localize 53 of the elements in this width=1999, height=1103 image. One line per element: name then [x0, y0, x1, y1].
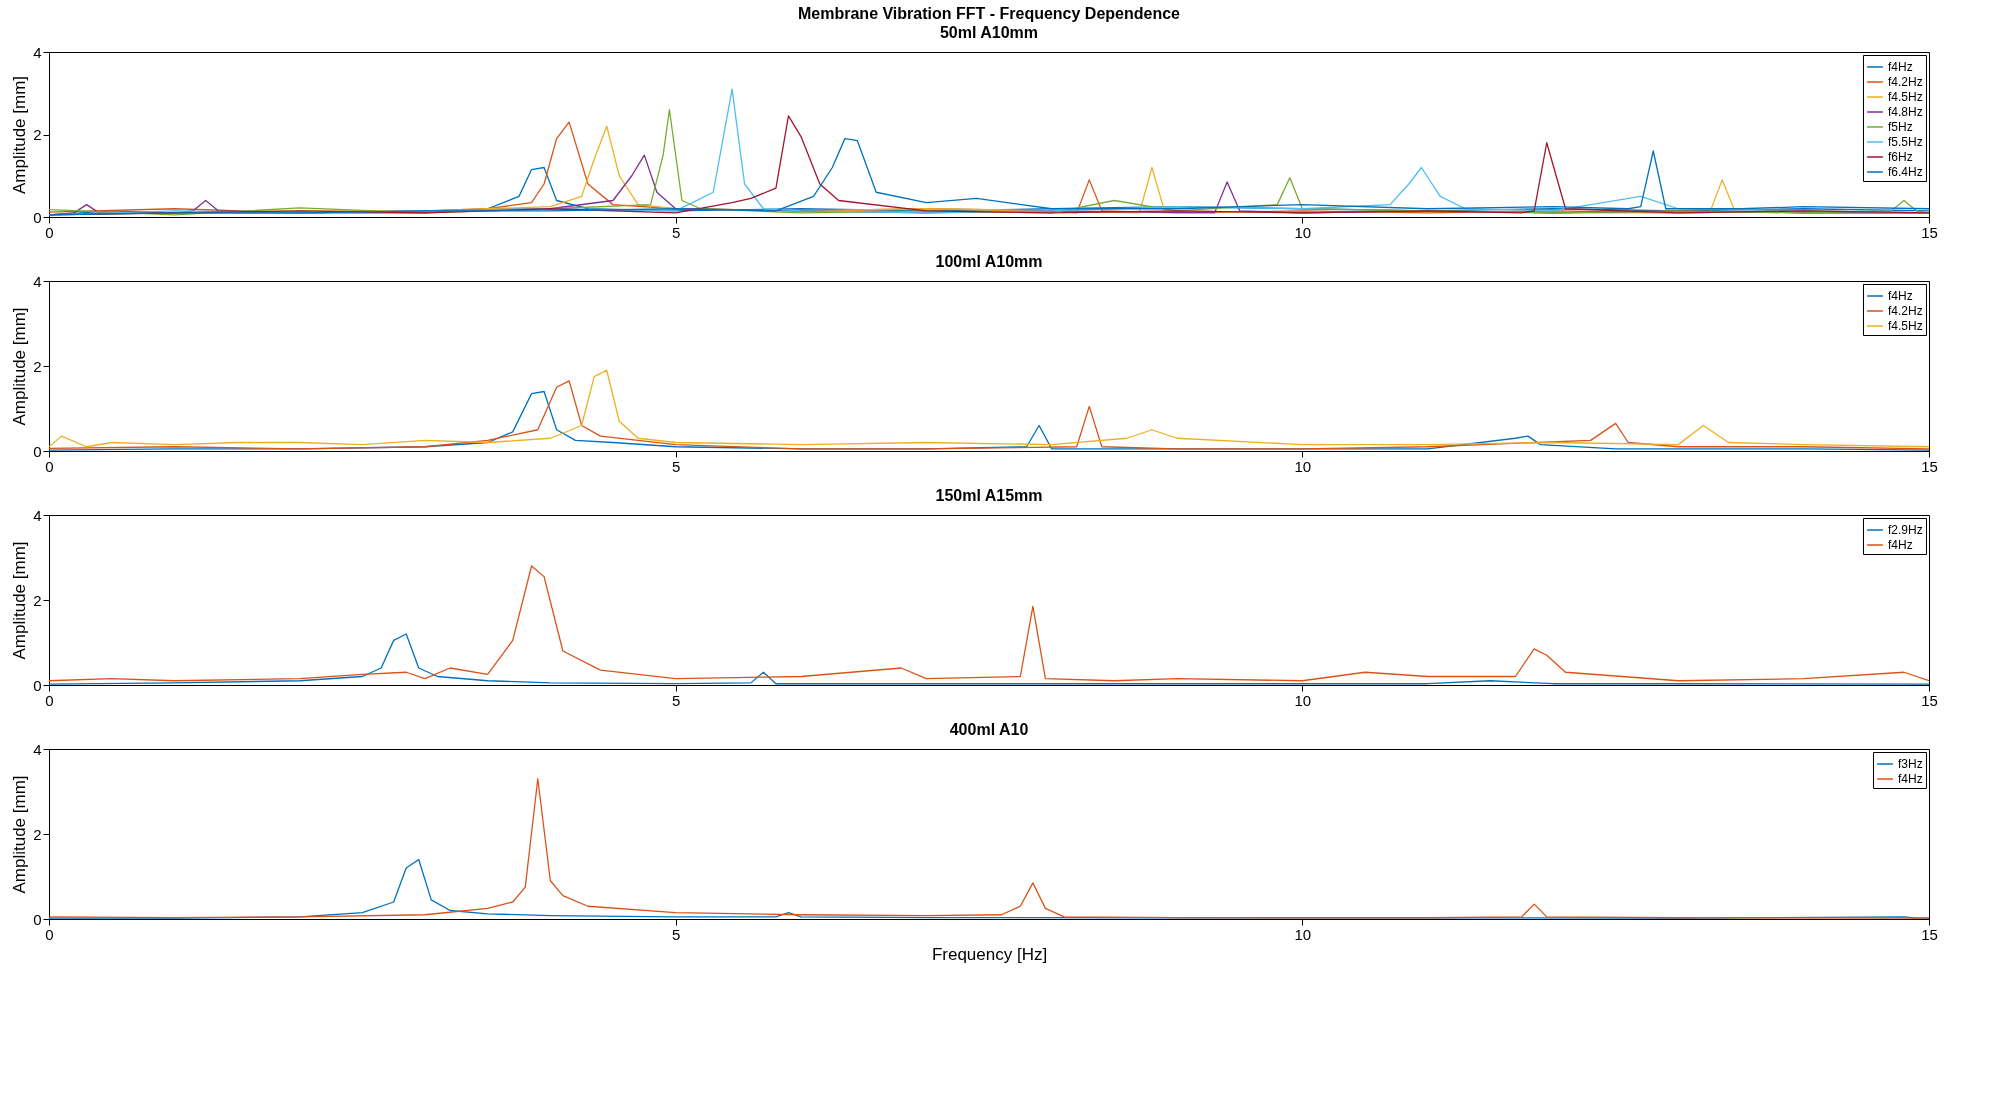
x-tick-label: 15 — [1921, 457, 1938, 475]
legend-label: f4.8Hz — [1888, 105, 1923, 119]
y-tick-label: 0 — [33, 910, 42, 928]
x-tick-label: 0 — [45, 457, 54, 475]
legend-label: f4.2Hz — [1888, 304, 1923, 318]
legend-label: f4Hz — [1888, 60, 1913, 74]
chart-subtitle: 50ml A10mm — [939, 24, 1039, 41]
y-tick-label: 2 — [33, 591, 42, 609]
x-tick-label: 5 — [671, 691, 681, 709]
x-tick-label: 5 — [671, 223, 681, 241]
x-tick-label: 15 — [1921, 223, 1938, 241]
y-tick-label: 2 — [33, 825, 42, 843]
y-axis-title: Amplitude [mm] — [10, 75, 30, 195]
x-tick-label: 0 — [45, 691, 54, 709]
legend-label: f4Hz — [1898, 772, 1923, 786]
y-tick-label: 4 — [33, 272, 42, 290]
legend-label: f3Hz — [1898, 757, 1923, 771]
x-tick-label: 5 — [671, 925, 681, 943]
chart-title: 100ml A10mm — [935, 253, 1043, 270]
legend-label: f2.9Hz — [1888, 523, 1923, 537]
legend-label: f4Hz — [1888, 289, 1913, 303]
x-tick-label: 15 — [1921, 925, 1938, 943]
y-tick-label: 4 — [33, 740, 42, 758]
x-tick-label: 0 — [45, 223, 54, 241]
legend-label: f4.5Hz — [1888, 90, 1923, 104]
y-tick-label: 4 — [33, 43, 42, 61]
y-tick-label: 0 — [33, 442, 42, 460]
x-tick-label: 5 — [671, 457, 681, 475]
y-axis-title: Amplitude [mm] — [10, 775, 30, 894]
legend-label: f6.4Hz — [1888, 165, 1923, 179]
legend-label: f5.5Hz — [1888, 135, 1923, 149]
legend-label: f4.5Hz — [1888, 319, 1923, 333]
x-tick-label: 10 — [1294, 457, 1312, 475]
y-tick-label: 2 — [33, 126, 42, 143]
y-tick-label: 0 — [33, 676, 42, 694]
legend-label: f4Hz — [1888, 538, 1913, 552]
x-axis-title: Frequency [Hz] — [931, 944, 1048, 964]
x-tick-label: 10 — [1294, 691, 1312, 709]
legend-label: f5Hz — [1888, 120, 1913, 134]
y-axis-title: Amplitude [mm] — [10, 541, 30, 660]
x-tick-label: 15 — [1921, 691, 1938, 709]
legend-label: f4.2Hz — [1888, 75, 1923, 89]
legend-label: f6Hz — [1888, 150, 1913, 164]
y-axis-title: Amplitude [mm] — [10, 307, 30, 426]
y-tick-label: 0 — [33, 208, 42, 226]
x-tick-label: 0 — [45, 925, 54, 943]
chart-title: 150ml A15mm — [935, 487, 1043, 504]
chart-title: 400ml A10 — [949, 721, 1029, 738]
x-tick-label: 10 — [1294, 925, 1312, 943]
y-tick-label: 2 — [33, 357, 42, 375]
y-tick-label: 4 — [33, 506, 42, 524]
chart-title: Membrane Vibration FFT - Frequency Dependence — [798, 5, 1181, 22]
x-tick-label: 10 — [1294, 223, 1312, 241]
